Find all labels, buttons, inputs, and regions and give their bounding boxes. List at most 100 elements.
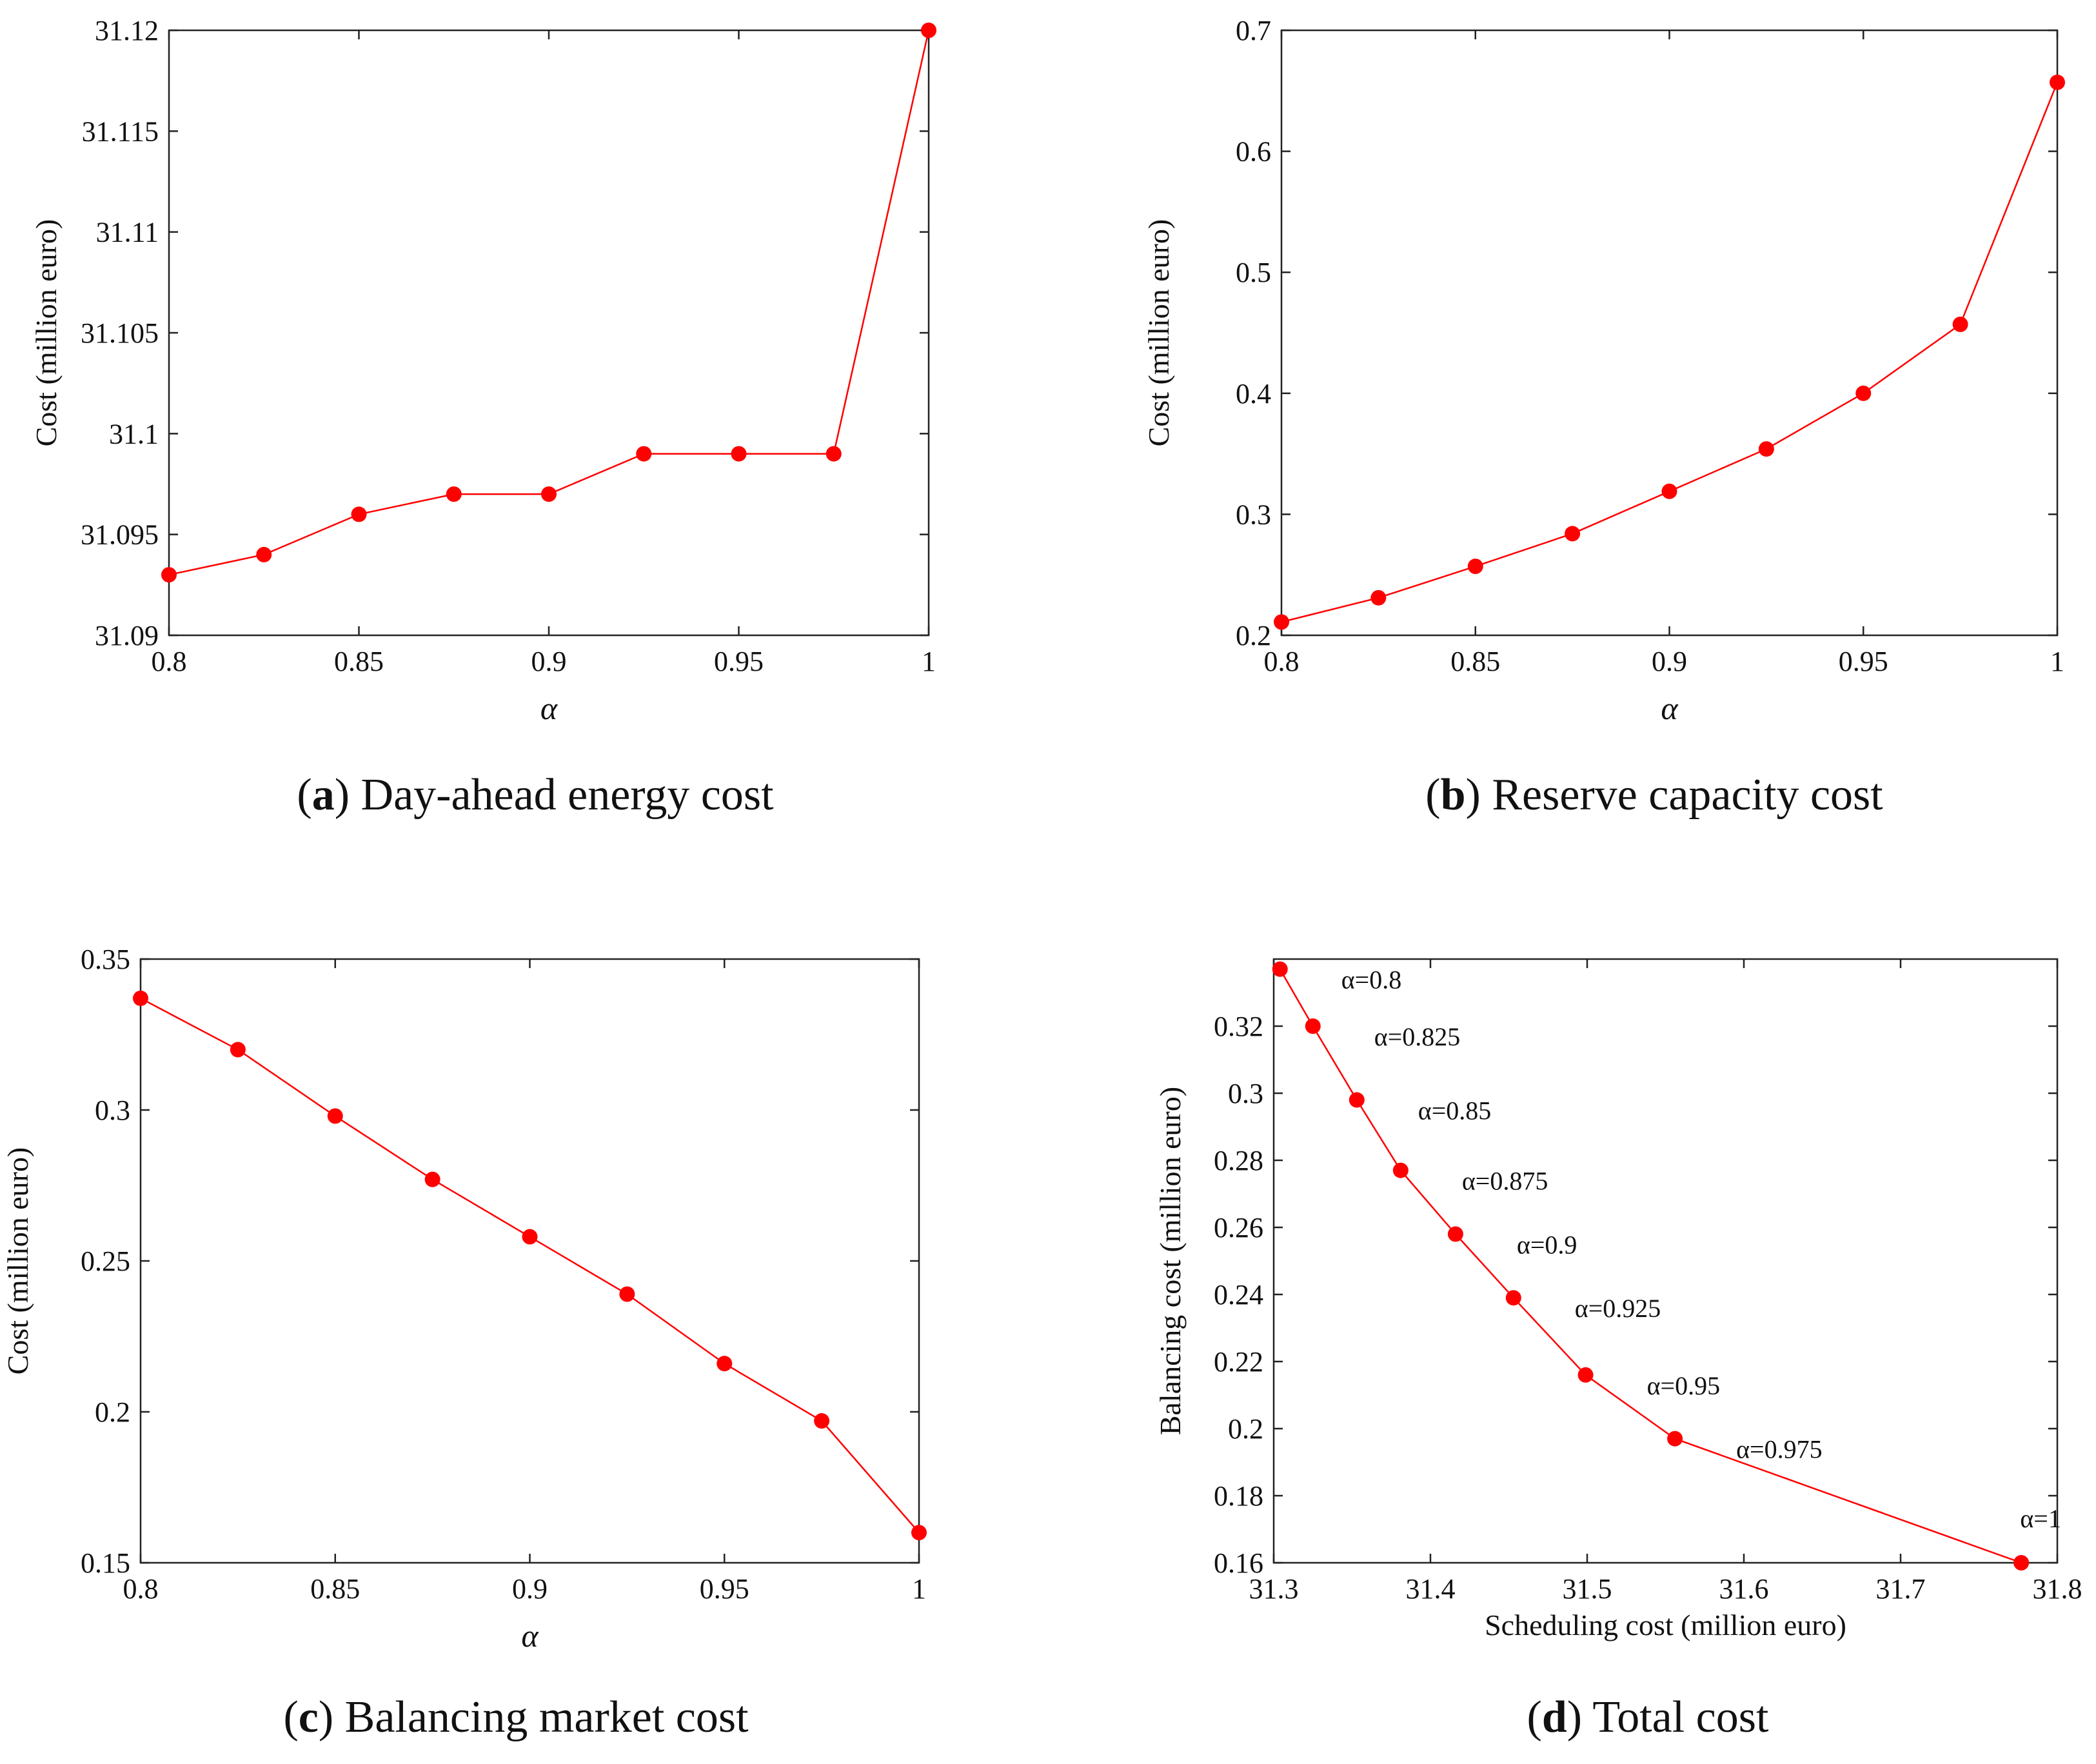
point-annotation: α=0.875 xyxy=(1462,1167,1548,1196)
data-point xyxy=(161,567,177,583)
axes-frame-d xyxy=(1272,958,2059,1564)
x-tick-label: 31.7 xyxy=(1876,1573,1926,1605)
y-axis-label: Cost (million euro) xyxy=(1,1147,34,1375)
x-tick-label: 31.4 xyxy=(1406,1573,1456,1605)
y-tick-label: 0.7 xyxy=(1236,15,1271,46)
data-point xyxy=(2050,74,2065,90)
point-annotation: α=0.975 xyxy=(1736,1435,1823,1464)
y-tick-label: 0.3 xyxy=(1236,499,1271,530)
point-annotation: α=0.9 xyxy=(1517,1230,1577,1259)
point-annotation: α=0.95 xyxy=(1647,1371,1721,1400)
x-tick-label: 0.95 xyxy=(714,646,764,677)
y-tick-label: 31.12 xyxy=(95,15,159,46)
point-annotation: α=0.8 xyxy=(1341,966,1402,995)
data-point xyxy=(1565,526,1581,542)
axes-frame-a xyxy=(168,29,930,637)
data-point xyxy=(1272,961,1288,977)
caption-d-letter: d xyxy=(1542,1692,1567,1742)
y-tick-label: 0.4 xyxy=(1236,378,1271,410)
x-tick-label: 0.9 xyxy=(1652,646,1687,677)
data-point xyxy=(911,1525,927,1541)
point-annotation: α=0.85 xyxy=(1418,1096,1492,1125)
y-tick-label: 31.09 xyxy=(95,620,159,651)
y-tick-label: 0.3 xyxy=(95,1095,130,1126)
data-point xyxy=(921,23,936,38)
data-point xyxy=(2013,1555,2030,1571)
series-line-d xyxy=(1279,968,2022,1564)
y-tick-label: 0.2 xyxy=(95,1396,130,1428)
y-tick-label: 0.26 xyxy=(1214,1212,1263,1244)
panel-c: 0.8 0.85 0.9 0.95 1 0.15 0.2 0.25 0.3 0.35 α Cost (… xyxy=(1,944,927,1742)
data-point xyxy=(619,1286,635,1302)
x-tick-label: 31.5 xyxy=(1563,1573,1612,1605)
y-tick-label: 0.15 xyxy=(81,1547,130,1579)
y-tick-label: 0.28 xyxy=(1214,1145,1263,1176)
caption-d: (d) Total cost xyxy=(1527,1692,1769,1742)
data-point xyxy=(541,486,557,502)
data-point xyxy=(1305,1018,1321,1034)
x-tick-label: 0.95 xyxy=(700,1573,749,1605)
caption-c-letter: c xyxy=(299,1692,319,1742)
data-point xyxy=(1447,1226,1463,1242)
x-tick-label: 0.85 xyxy=(334,646,384,677)
data-point xyxy=(1370,590,1387,606)
caption-a: (a) Day-ahead energy cost xyxy=(297,770,774,820)
plot-d: 31.3 31.4 31.5 31.6 31.7 31.8 0.16 0.18 0.2 0.22 0… xyxy=(1154,958,2082,1641)
data-point xyxy=(1758,441,1774,457)
x-tick-label: 1 xyxy=(912,1573,926,1605)
data-point xyxy=(327,1108,343,1124)
point-annotation: α=0.925 xyxy=(1575,1294,1661,1323)
data-point xyxy=(1577,1367,1594,1383)
y-tick-label: 0.32 xyxy=(1214,1011,1263,1042)
data-point xyxy=(1952,316,1968,332)
y-tick-label: 0.5 xyxy=(1236,257,1271,288)
y-axis-label: Balancing cost (million euro) xyxy=(1154,1087,1187,1435)
panel-a: 0.8 0.85 0.9 0.95 1 31.09 31.095 31.1 31.105 31.1… xyxy=(30,15,936,820)
data-point xyxy=(1274,614,1289,630)
data-point xyxy=(717,1356,733,1372)
plot-b: 0.8 0.85 0.9 0.95 1 0.2 0.3 0.4 0.5 0.6 0.7 α Cost (… xyxy=(1142,15,2065,726)
axes-frame-c xyxy=(139,958,920,1564)
data-point xyxy=(446,486,462,502)
y-tick-label: 0.25 xyxy=(81,1245,130,1277)
data-point xyxy=(1349,1092,1365,1108)
y-tick-label: 31.1 xyxy=(109,418,159,450)
caption-b: (b) Reserve capacity cost xyxy=(1425,770,1883,820)
x-tick-label: 31.3 xyxy=(1249,1573,1299,1605)
data-point xyxy=(256,546,272,562)
panel-b: 0.8 0.85 0.9 0.95 1 0.2 0.3 0.4 0.5 0.6 0.7 α Cost (… xyxy=(1142,15,2065,820)
data-point xyxy=(1667,1431,1683,1447)
caption-b-letter: b xyxy=(1441,770,1466,820)
y-tick-label: 31.095 xyxy=(81,519,159,551)
caption-d-text: Total cost xyxy=(1592,1692,1769,1742)
data-point xyxy=(1661,483,1677,499)
series-line-b xyxy=(1281,82,2059,623)
plot-a: 0.8 0.85 0.9 0.95 1 31.09 31.095 31.1 31.105 31.1… xyxy=(30,15,936,726)
caption-a-letter: a xyxy=(312,770,335,820)
x-axis-label: α xyxy=(1661,690,1679,726)
y-axis-label: Cost (million euro) xyxy=(1142,219,1175,447)
caption-c: (c) Balancing market cost xyxy=(283,1692,749,1742)
data-point xyxy=(351,506,367,522)
y-tick-label: 31.105 xyxy=(81,317,159,349)
x-tick-label: 0.8 xyxy=(123,1573,159,1605)
x-tick-label: 31.6 xyxy=(1719,1573,1769,1605)
data-point xyxy=(1505,1290,1521,1306)
x-axis-label: Scheduling cost (million euro) xyxy=(1485,1609,1846,1641)
caption-a-text: Day-ahead energy cost xyxy=(361,770,775,820)
series-line-c xyxy=(140,997,920,1534)
y-tick-label: 0.6 xyxy=(1236,136,1271,168)
x-tick-label: 31.8 xyxy=(2033,1573,2082,1605)
data-point xyxy=(636,446,652,462)
x-tick-label: 0.9 xyxy=(512,1573,548,1605)
plot-c: 0.8 0.85 0.9 0.95 1 0.15 0.2 0.25 0.3 0.35 α Cost (… xyxy=(1,944,927,1654)
x-tick-label: 0.8 xyxy=(152,646,187,677)
data-point xyxy=(424,1171,440,1187)
data-point xyxy=(1392,1162,1409,1178)
x-tick-label: 0.85 xyxy=(310,1573,360,1605)
x-axis-label: α xyxy=(540,690,559,726)
caption-c-text: Balancing market cost xyxy=(345,1692,749,1742)
point-annotation: α=0.825 xyxy=(1374,1022,1461,1051)
x-tick-label: 0.8 xyxy=(1264,646,1300,677)
